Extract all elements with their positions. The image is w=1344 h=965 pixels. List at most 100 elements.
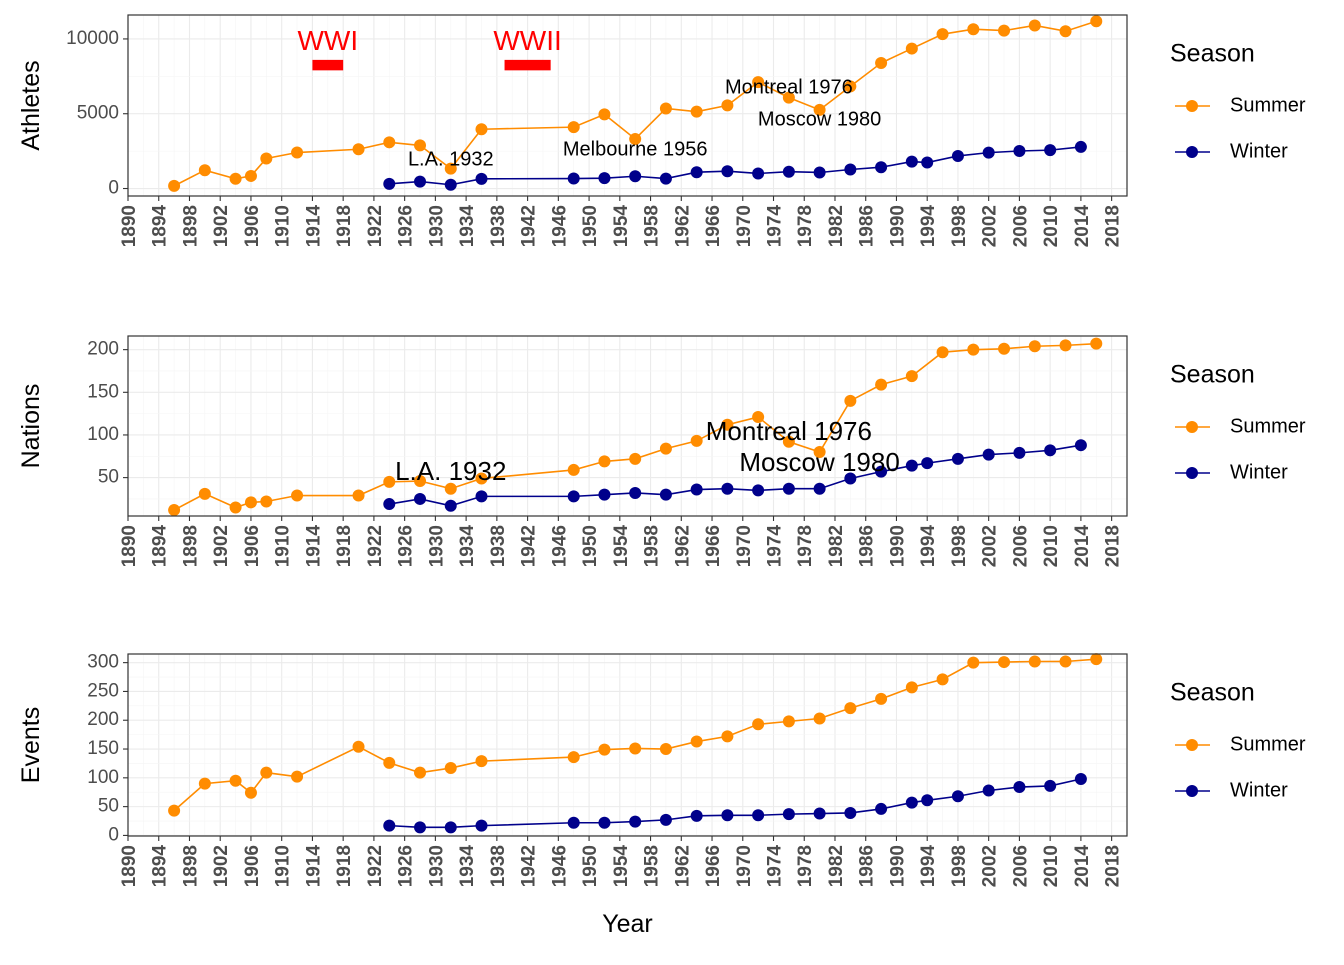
data-point-summer [444,162,457,175]
y-tick-label: 0 [108,824,119,845]
data-point-winter [921,457,934,470]
y-tick-label: 50 [98,796,119,817]
x-tick-label: 1942 [519,205,540,247]
x-tick-label: 1902 [211,205,232,247]
data-point-winter [444,499,457,512]
data-point-summer [967,656,980,669]
data-point-summer [291,146,304,159]
data-point-winter [844,806,857,819]
x-tick-label: 1918 [334,525,355,567]
data-point-winter [690,166,703,179]
data-point-summer [721,418,734,431]
data-point-summer [1059,655,1072,668]
data-point-summer [905,42,918,55]
data-point-winter [875,802,888,815]
x-tick-label: 1926 [396,845,417,887]
x-tick-label: 1914 [303,525,324,568]
data-point-summer [875,57,888,70]
data-point-summer [875,692,888,705]
data-point-winter [1013,781,1026,794]
data-point-winter [690,809,703,822]
annotation-label: Moscow 1980 [758,109,881,131]
data-point-summer [475,755,488,768]
legend-key-point [1186,146,1198,158]
annotation-label: WWI [297,25,358,56]
data-point-summer [168,504,181,517]
x-tick-label: 1998 [949,845,970,887]
x-tick-label: 1966 [703,845,724,887]
x-tick-label: 1906 [242,525,263,567]
data-point-summer [752,76,765,89]
legend-entry-label: Winter [1230,461,1288,483]
data-point-summer [629,452,642,465]
y-axis-title: Nations [17,384,45,469]
data-point-summer [198,777,211,790]
x-tick-label: 1898 [180,845,201,887]
x-tick-label: 1922 [365,205,386,247]
data-point-winter [813,807,826,820]
data-point-winter [782,482,795,495]
x-tick-label: 2006 [1010,525,1031,567]
data-point-winter [475,490,488,503]
x-tick-label: 1994 [918,205,939,248]
data-point-winter [598,172,611,185]
annotation-label: Melbourne 1956 [563,139,708,161]
data-point-summer [1059,25,1072,38]
x-tick-label: 1938 [488,205,509,247]
x-tick-label: 1958 [642,525,663,567]
data-point-summer [905,370,918,383]
data-point-summer [690,105,703,118]
data-point-summer [244,786,257,799]
x-tick-label: 1890 [119,845,140,887]
x-tick-label: 1994 [918,845,939,888]
x-tick-label: 1982 [826,205,847,247]
data-point-summer [260,495,273,508]
x-tick-label: 1946 [549,845,570,887]
data-point-winter [659,488,672,501]
data-point-summer [598,455,611,468]
data-point-summer [414,475,427,488]
data-point-summer [260,766,273,779]
data-point-summer [414,766,427,779]
y-tick-label: 300 [87,652,119,673]
data-point-winter [1013,446,1026,459]
panel-events: 0 50 100 150 200 250 300 1890 1894 1898 1902 1906 19… [17,652,1306,888]
data-point-winter [629,815,642,828]
data-point-summer [1028,19,1041,32]
y-axis-title: Athletes [17,60,45,150]
x-tick-label: 1998 [949,205,970,247]
y-tick-label: 100 [87,767,119,788]
x-tick-label: 1898 [180,525,201,567]
data-point-winter [414,492,427,505]
data-point-winter [629,486,642,499]
x-tick-label: 1938 [488,525,509,567]
y-tick-label: 0 [108,178,119,199]
x-tick-label: 1910 [273,205,294,247]
data-point-winter [690,483,703,496]
x-tick-label: 2002 [980,205,1001,247]
x-tick-label: 1934 [457,205,478,248]
data-point-summer [752,411,765,424]
war-band [504,59,551,71]
data-point-summer [198,487,211,500]
data-point-summer [690,735,703,748]
x-tick-label: 1894 [150,205,171,248]
legend-key-point [1186,467,1198,479]
x-tick-label: 1946 [549,525,570,567]
data-point-summer [244,169,257,182]
data-point-winter [383,498,396,511]
panel-border [127,335,1128,517]
data-point-winter [721,809,734,822]
data-point-summer [352,489,365,502]
x-tick-label: 2014 [1072,525,1093,568]
data-point-winter [659,813,672,826]
x-tick-label: 1890 [119,525,140,567]
data-point-summer [383,475,396,488]
x-tick-label: 1974 [765,205,786,248]
data-point-winter [905,459,918,472]
x-tick-label: 1918 [334,845,355,887]
data-point-winter [921,156,934,169]
x-tick-label: 1974 [765,845,786,888]
data-point-winter [414,821,427,834]
